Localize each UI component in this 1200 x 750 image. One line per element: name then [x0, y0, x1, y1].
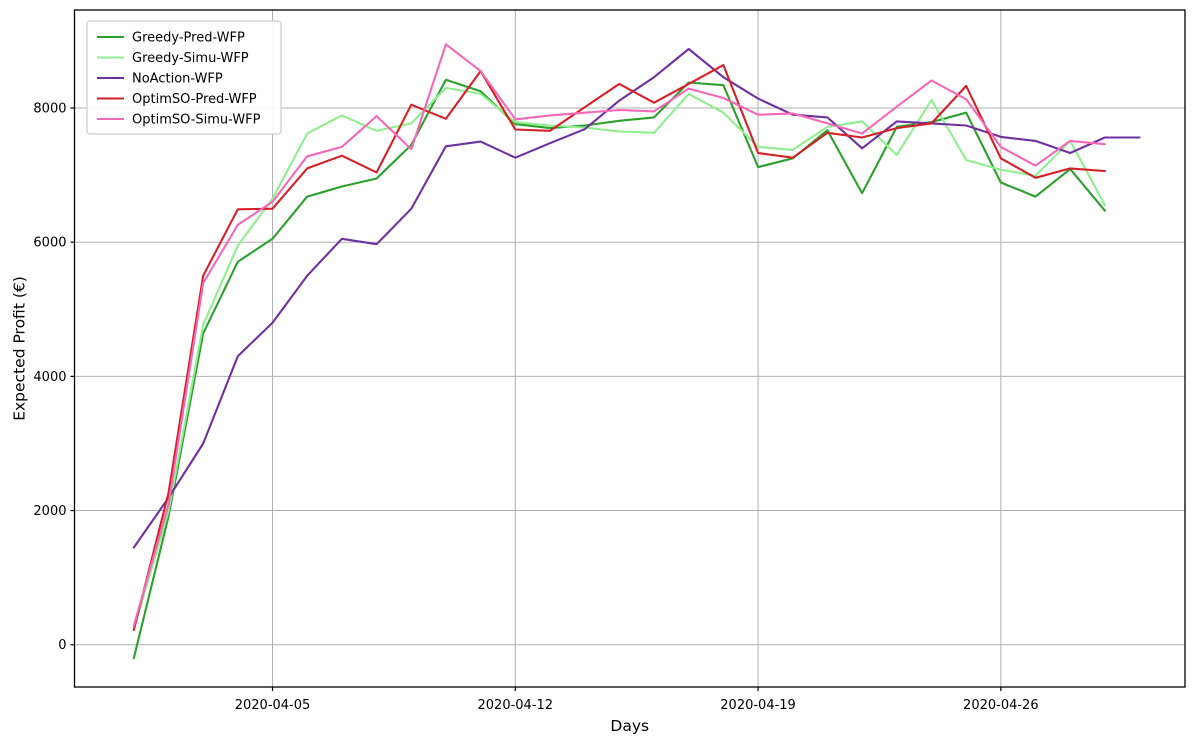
x-tick-label: 2020-04-26	[963, 698, 1039, 713]
series-line-optimso-simu-wfp	[132, 43, 1106, 627]
legend-label: Greedy-Simu-WFP	[132, 51, 249, 66]
legend-frame	[86, 20, 282, 135]
legend-label: OptimSO-Pred-WFP	[132, 92, 257, 107]
y-tick-label: 8000	[33, 102, 66, 117]
legend-label: NoAction-WFP	[132, 72, 223, 87]
y-tick-label: 4000	[33, 370, 66, 385]
y-axis-label: Expected Profit (€)	[11, 276, 29, 421]
legend-label: OptimSO-Simu-WFP	[132, 113, 261, 128]
series-line-noaction-wfp	[132, 47, 1141, 549]
legend: Greedy-Pred-WFP Greedy-Simu-WFP NoAction-W…	[86, 20, 282, 135]
series-line-greedy-simu-wfp	[132, 86, 1106, 631]
legend-label: Greedy-Pred-WFP	[132, 31, 245, 46]
x-tick-label: 2020-04-12	[478, 698, 554, 713]
y-tick-label: 6000	[33, 236, 66, 251]
x-tick-label: 2020-04-19	[720, 698, 796, 713]
series-line-optimso-pred-wfp	[132, 64, 1106, 632]
x-tick-label: 2020-04-05	[235, 698, 311, 713]
y-tick-label: 2000	[33, 504, 66, 519]
y-tick-label: 0	[58, 638, 66, 653]
plot-border	[73, 9, 1186, 688]
x-axis-label: Days	[610, 717, 649, 735]
